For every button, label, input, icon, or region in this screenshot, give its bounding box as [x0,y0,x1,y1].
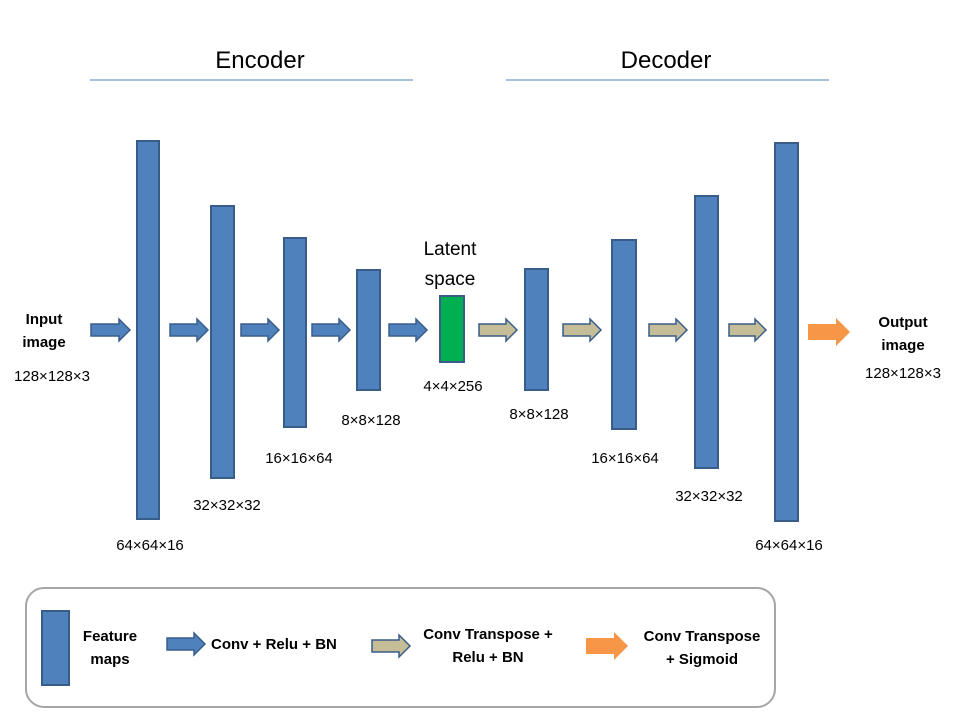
conv-arrow-3 [240,317,281,343]
encoder-feature-map-4 [356,269,381,391]
decoder-map-4-dims: 64×64×16 [755,537,823,554]
decoder-feature-map-2 [611,239,637,430]
conv-transpose-arrow-1 [478,317,519,343]
legend-sigmoid-arrow [586,632,628,660]
output-label-line2: image [881,337,924,354]
output-dims: 128×128×3 [865,365,941,382]
latent-dims: 4×4×256 [423,378,482,395]
conv-arrow-4 [311,317,352,343]
latent-block [439,295,465,363]
decoder-feature-map-4 [774,142,799,522]
legend-feature-map-swatch [41,610,70,686]
legend-feature-maps-line1: Feature [83,628,137,645]
legend-feature-maps-line2: maps [90,651,129,668]
sigmoid-arrow [808,318,850,346]
conv-transpose-arrow-4 [728,317,768,343]
encoder-feature-map-2 [210,205,235,479]
legend-conv-label: Conv + Relu + BN [211,636,337,653]
conv-arrow-1 [90,317,132,343]
input-dims: 128×128×3 [14,368,90,385]
encoder-feature-map-3 [283,237,307,428]
decoder-map-3-dims: 32×32×32 [675,488,743,505]
decoder-map-1-dims: 8×8×128 [509,406,568,423]
legend-sigmoid-line1: Conv Transpose [644,628,761,645]
legend-conv-transpose-arrow [371,633,412,659]
conv-arrow-5 [388,317,429,343]
encoder-feature-map-1 [136,140,160,520]
input-label-line1: Input [26,311,63,328]
encoder-title: Encoder [215,47,304,74]
legend-sigmoid-line2: + Sigmoid [666,651,738,668]
encoder-map-2-dims: 32×32×32 [193,497,261,514]
decoder-title: Decoder [621,47,712,74]
output-label-line1: Output [878,314,927,331]
decoder-feature-map-3 [694,195,719,469]
encoder-map-4-dims: 8×8×128 [341,412,400,429]
encoder-map-3-dims: 16×16×64 [265,450,333,467]
input-label-line2: image [22,334,65,351]
legend-conv-transpose-line1: Conv Transpose + [423,626,553,643]
conv-transpose-arrow-3 [648,317,689,343]
latent-label-line1: Latent [424,239,478,260]
encoder-map-1-dims: 64×64×16 [116,537,184,554]
legend-conv-transpose-line2: Relu + BN [452,649,523,666]
latent-label-line2: space [425,269,476,290]
legend-conv-arrow [166,631,207,657]
decoder-map-2-dims: 16×16×64 [591,450,659,467]
decoder-feature-map-1 [524,268,549,391]
conv-arrow-2 [169,317,210,343]
conv-transpose-arrow-2 [562,317,603,343]
